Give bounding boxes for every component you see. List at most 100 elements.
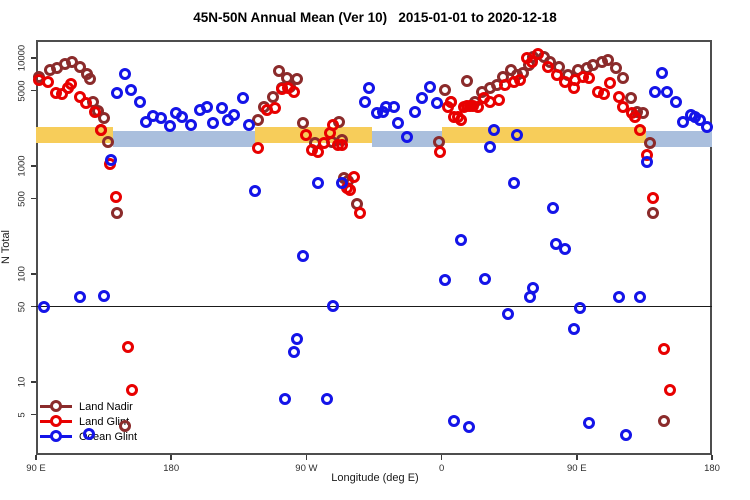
- x-tick-label: 90 W: [295, 463, 318, 474]
- data-point-land-glint: [348, 170, 361, 183]
- legend-label: Land Glint: [79, 415, 130, 428]
- legend-label: Land Nadir: [79, 400, 133, 413]
- data-point-land-nadir: [97, 111, 110, 124]
- data-point-ocean-glint: [291, 333, 304, 346]
- data-point-ocean-glint: [154, 111, 167, 124]
- data-point-ocean-glint: [510, 129, 523, 142]
- land-coverage-band: [441, 127, 646, 144]
- data-point-land-nadir: [297, 117, 310, 130]
- data-point-ocean-glint: [483, 140, 496, 153]
- legend-marker-icon: [40, 415, 72, 428]
- data-point-ocean-glint: [184, 119, 197, 132]
- data-point-ocean-glint: [501, 307, 514, 320]
- data-point-ocean-glint: [462, 421, 475, 434]
- data-point-land-glint: [633, 124, 646, 137]
- data-point-ocean-glint: [633, 291, 646, 304]
- data-point-ocean-glint: [124, 83, 137, 96]
- data-point-ocean-glint: [455, 234, 468, 247]
- data-point-land-nadir: [73, 60, 86, 73]
- legend-item-land-glint: Land Glint: [40, 414, 137, 429]
- data-point-ocean-glint: [447, 414, 460, 427]
- data-point-ocean-glint: [243, 119, 256, 132]
- data-point-land-nadir: [657, 414, 670, 427]
- y-tick-label: 10: [16, 376, 28, 388]
- data-point-ocean-glint: [336, 177, 349, 190]
- data-point-land-glint: [288, 85, 301, 98]
- data-point-ocean-glint: [133, 96, 146, 109]
- data-point-ocean-glint: [392, 117, 405, 130]
- data-point-land-nadir: [609, 61, 622, 74]
- data-point-ocean-glint: [567, 322, 580, 335]
- y-tick-label: 5: [16, 411, 28, 418]
- data-point-land-glint: [354, 207, 367, 220]
- legend-marker-icon: [40, 400, 72, 413]
- data-point-land-glint: [312, 146, 325, 159]
- data-point-ocean-glint: [111, 87, 124, 100]
- x-tick-mark: [576, 455, 578, 460]
- chart-title: 45N-50N Annual Mean (Ver 10) 2015-01-01 …: [193, 10, 557, 25]
- data-point-ocean-glint: [488, 124, 501, 137]
- data-point-ocean-glint: [641, 155, 654, 168]
- data-point-land-glint: [64, 78, 77, 91]
- data-point-land-glint: [126, 384, 139, 397]
- y-tick-mark: [31, 165, 36, 167]
- data-point-ocean-glint: [416, 92, 429, 105]
- x-tick-label: 180: [704, 463, 720, 474]
- ocean-coverage-band: [645, 131, 712, 147]
- y-axis-label: N Total: [0, 229, 12, 265]
- x-tick-mark: [305, 455, 308, 460]
- data-point-land-glint: [551, 69, 564, 82]
- y-tick-mark: [31, 197, 36, 200]
- data-point-land-glint: [582, 71, 595, 84]
- y-tick-label: 100: [16, 266, 28, 282]
- data-point-land-glint: [94, 124, 107, 137]
- ocean-coverage-band: [112, 131, 256, 147]
- data-point-land-glint: [617, 100, 630, 113]
- data-point-land-glint: [603, 76, 616, 89]
- data-point-ocean-glint: [612, 291, 625, 304]
- data-point-ocean-glint: [201, 100, 214, 113]
- data-point-ocean-glint: [387, 100, 400, 113]
- data-point-land-glint: [252, 141, 265, 154]
- data-point-land-glint: [647, 191, 660, 204]
- y-tick-mark: [31, 273, 36, 275]
- data-point-land-glint: [109, 191, 122, 204]
- data-point-land-nadir: [438, 83, 451, 96]
- data-point-land-nadir: [273, 64, 286, 77]
- data-point-ocean-glint: [216, 102, 229, 115]
- y-tick-label: 500: [16, 190, 28, 207]
- data-point-ocean-glint: [139, 115, 152, 128]
- data-point-ocean-glint: [105, 153, 118, 166]
- data-point-land-glint: [531, 47, 544, 60]
- data-point-land-glint: [444, 96, 457, 109]
- data-point-land-nadir: [647, 206, 660, 219]
- data-point-ocean-glint: [118, 68, 131, 81]
- y-tick-label: 10000: [16, 44, 28, 72]
- data-point-ocean-glint: [321, 392, 334, 405]
- data-point-land-nadir: [624, 92, 637, 105]
- data-point-ocean-glint: [527, 282, 540, 295]
- data-point-land-glint: [657, 343, 670, 356]
- data-point-land-glint: [121, 341, 134, 354]
- data-point-ocean-glint: [648, 85, 661, 98]
- data-point-land-nadir: [644, 137, 657, 150]
- data-point-ocean-glint: [358, 96, 371, 109]
- data-point-land-glint: [318, 137, 331, 150]
- data-point-land-glint: [300, 129, 313, 142]
- x-tick-mark: [35, 455, 37, 460]
- x-tick-label: 90 E: [26, 463, 46, 474]
- data-point-ocean-glint: [479, 272, 492, 285]
- legend-marker-icon: [40, 430, 72, 443]
- legend-item-land-nadir: Land Nadir: [40, 399, 137, 414]
- data-point-ocean-glint: [669, 96, 682, 109]
- data-point-ocean-glint: [660, 85, 673, 98]
- data-point-land-glint: [663, 384, 676, 397]
- data-point-ocean-glint: [546, 201, 559, 214]
- data-point-ocean-glint: [558, 243, 571, 256]
- land-coverage-band: [36, 127, 113, 144]
- data-point-ocean-glint: [207, 117, 220, 130]
- data-point-ocean-glint: [237, 92, 250, 105]
- legend: Land Nadir Land Glint Ocean Glint: [40, 399, 137, 444]
- data-point-land-glint: [471, 100, 484, 113]
